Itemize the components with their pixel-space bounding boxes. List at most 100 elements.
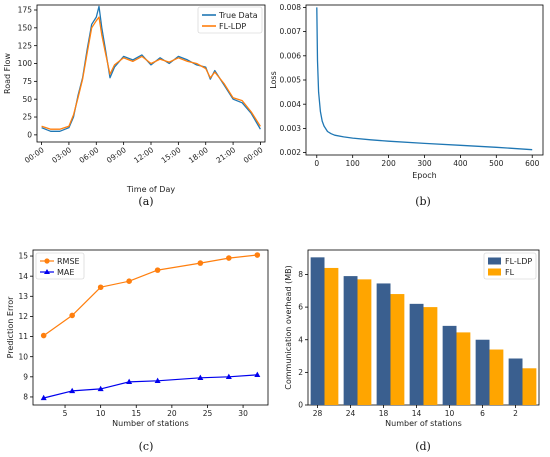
d-ytick-label: 2 xyxy=(298,368,303,377)
b-xtick-label: 500 xyxy=(489,159,504,168)
d-xtick-label: 24 xyxy=(346,409,356,418)
c-mae-point xyxy=(126,378,133,385)
d-bar-fl xyxy=(489,349,504,405)
a-xtick-label: 15:00 xyxy=(160,145,183,165)
c-rmse-point xyxy=(154,267,161,273)
d-x-axis-label: Number of stations xyxy=(385,419,462,428)
caption-a: (a) xyxy=(138,195,153,208)
d-bar-fl-ldp xyxy=(409,303,424,405)
c-ytick-label: 8 xyxy=(23,393,28,402)
a-legend: True Data FL-LDP xyxy=(197,6,263,34)
c-rmse-point xyxy=(40,332,47,339)
a-x-axis-label: Time of Day xyxy=(126,185,175,194)
c-xtick-label: 25 xyxy=(203,409,213,418)
d-bar-fl-ldp xyxy=(508,358,523,405)
b-loss-line xyxy=(316,7,533,151)
b-xtick-label: 400 xyxy=(453,159,468,168)
a-legend-label: FL-LDP xyxy=(219,22,246,31)
d-legend-label: FL-LDP xyxy=(505,257,532,266)
c-ytick-label: 10 xyxy=(18,352,28,361)
c-x-axis-label: Number of stations xyxy=(112,419,189,428)
d-ytick-label: 4 xyxy=(298,335,303,344)
a-ytick-label: 75 xyxy=(22,77,32,86)
d-xtick-label: 10 xyxy=(445,409,455,418)
c-mae-point xyxy=(97,385,104,392)
b-ytick-label: 0.008 xyxy=(280,3,302,12)
c-rmse-point xyxy=(226,255,232,261)
c-rmse-point xyxy=(254,252,261,258)
b-ytick-label: 0.006 xyxy=(280,51,302,60)
b-y-axis-label: Loss xyxy=(269,71,278,89)
d-bar-fl-ldp xyxy=(310,257,325,405)
b-x-axis-label: Epoch xyxy=(412,171,437,180)
d-legend-swatch xyxy=(488,257,501,265)
caption-c: (c) xyxy=(139,440,154,453)
b-ytick-label: 0.007 xyxy=(280,27,302,36)
a-xtick-label: 21:00 xyxy=(214,145,237,165)
d-ytick-label: 0 xyxy=(298,401,303,410)
d-bar-fl xyxy=(522,368,537,405)
c-xtick-label: 10 xyxy=(96,409,106,418)
b-ytick-label: 0.003 xyxy=(280,124,302,133)
d-ytick-label: 8 xyxy=(298,270,303,279)
d-xtick-label: 2 xyxy=(513,409,518,418)
d-bar-fl xyxy=(456,332,471,405)
d-bar-fl-ldp xyxy=(442,325,457,405)
c-xtick-label: 30 xyxy=(238,409,248,418)
a-xtick-label: 06:00 xyxy=(78,145,101,165)
d-legend-label: FL xyxy=(505,268,515,277)
c-mae-point xyxy=(40,394,47,401)
a-ytick-label: 125 xyxy=(18,41,33,50)
a-ytick-label: 25 xyxy=(22,113,32,122)
c-rmse-line xyxy=(43,254,258,337)
c-xtick-label: 5 xyxy=(63,409,68,418)
d-legend-swatch xyxy=(488,268,501,276)
c-ytick-label: 11 xyxy=(18,332,28,341)
b-xtick-label: 300 xyxy=(417,159,432,168)
b-xtick-label: 0 xyxy=(314,159,319,168)
c-mae-point xyxy=(69,387,76,394)
d-bar-fl-ldp xyxy=(343,276,358,405)
caption-b: (b) xyxy=(415,195,431,208)
b-ytick-label: 0.004 xyxy=(280,100,302,109)
d-legend: FL-LDP FL xyxy=(483,252,537,280)
d-ytick-label: 6 xyxy=(298,303,303,312)
c-mae-point xyxy=(197,374,204,381)
c-rmse-point xyxy=(69,312,75,319)
a-y-axis-label: Road Flow xyxy=(3,53,12,94)
caption-d: (d) xyxy=(415,440,431,453)
c-rmse-point xyxy=(126,278,132,285)
c-xtick-label: 20 xyxy=(167,409,177,418)
c-ytick-label: 12 xyxy=(18,312,28,321)
a-xtick-label: 03:00 xyxy=(50,145,73,165)
c-rmse-point xyxy=(97,284,104,291)
b-xtick-label: 600 xyxy=(525,159,540,168)
a-ytick-label: 150 xyxy=(18,23,33,32)
a-legend-label: True Data xyxy=(218,11,258,20)
c-legend-marker xyxy=(44,269,50,274)
d-bar-fl xyxy=(423,307,438,405)
c-mae-point xyxy=(254,371,261,378)
a-fl-ldp-line xyxy=(41,16,261,130)
a-xtick-label: 12:00 xyxy=(132,145,155,165)
a-xtick-label: 18:00 xyxy=(187,145,210,165)
d-bar-fl-ldp xyxy=(475,339,490,405)
d-xtick-label: 28 xyxy=(313,409,323,418)
c-mae-line xyxy=(43,374,258,399)
a-xtick-label: 00:00 xyxy=(23,145,46,165)
c-y-axis-label: Prediction Error xyxy=(6,296,15,358)
a-ytick-label: 175 xyxy=(18,6,33,15)
c-ytick-label: 15 xyxy=(18,252,28,261)
a-xtick-label: 00:00 xyxy=(242,145,265,165)
a-xtick-label: 09:00 xyxy=(105,145,128,165)
d-xtick-label: 18 xyxy=(379,409,389,418)
c-mae-point xyxy=(225,373,232,380)
c-legend: RMSE MAE xyxy=(35,252,85,280)
a-ytick-label: 0 xyxy=(27,130,32,139)
panel-c-prediction-error: 8 9 10 11 12 13 14 15 5 10 15 20 25 30 Number of stati… xyxy=(6,249,269,428)
a-ytick-label: 100 xyxy=(18,59,33,68)
d-xtick-label: 6 xyxy=(480,409,485,418)
